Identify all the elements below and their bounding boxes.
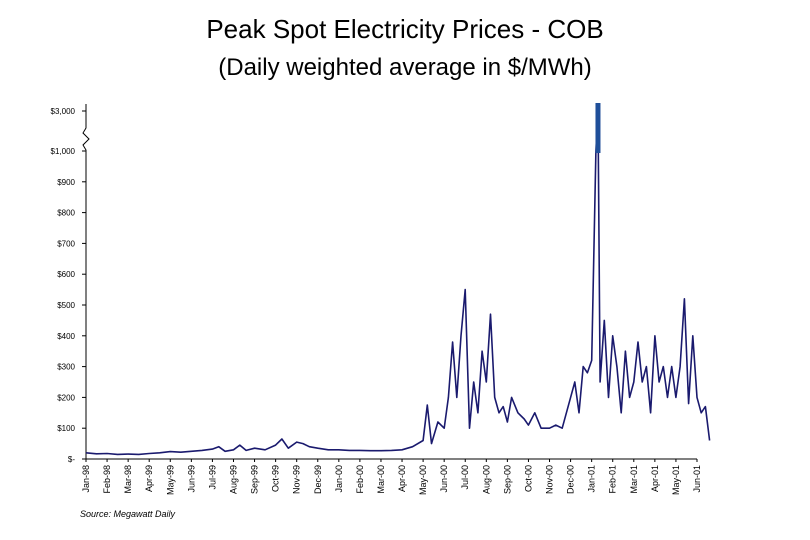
x-tick-label: Oct-00 xyxy=(523,465,533,492)
x-tick-label: Aug-99 xyxy=(228,465,238,494)
y-tick-label: $- xyxy=(68,455,75,464)
y-tick-label: $300 xyxy=(57,363,75,372)
x-tick-label: May-00 xyxy=(418,465,428,495)
y-tick-label: $100 xyxy=(57,424,75,433)
series-line xyxy=(85,110,711,456)
chart-title: Peak Spot Electricity Prices - COB xyxy=(206,14,604,44)
x-tick-label: Apr-01 xyxy=(650,465,660,492)
source-note: Source: Megawatt Daily xyxy=(80,509,176,519)
y-tick-label: $900 xyxy=(57,178,75,187)
x-tick-label: Sep-99 xyxy=(250,465,260,494)
x-tick-label: May-99 xyxy=(165,465,175,495)
x-tick-label: Mar-00 xyxy=(376,465,386,494)
y-tick-label: $700 xyxy=(57,239,75,248)
x-tick-label: Oct-99 xyxy=(271,465,281,492)
x-tick-label: Jan-00 xyxy=(334,465,344,493)
x-tick-label: Apr-00 xyxy=(397,465,407,492)
chart-axes xyxy=(82,104,697,460)
x-tick-label: Feb-98 xyxy=(102,465,112,494)
x-tick-label: Jul-99 xyxy=(207,465,217,490)
x-tick-label: Mar-98 xyxy=(123,465,133,494)
x-tick-label: Nov-99 xyxy=(292,465,302,494)
chart-subtitle: (Daily weighted average in $/MWh) xyxy=(218,54,592,81)
x-tick-label: Dec-99 xyxy=(313,465,323,494)
x-tick-label: Nov-00 xyxy=(545,465,555,494)
x-tick-label: Aug-00 xyxy=(481,465,491,494)
chart-series xyxy=(85,103,711,456)
spike-marker xyxy=(595,103,601,153)
x-tick-label: Jan-98 xyxy=(81,465,91,493)
y-tick-label: $3,000 xyxy=(51,107,76,116)
x-tick-label: Sep-00 xyxy=(502,465,512,494)
y-tick-label: $200 xyxy=(57,393,75,402)
x-tick-label: Jun-01 xyxy=(692,465,702,493)
x-tick-label: Jan-01 xyxy=(587,465,597,493)
x-tick-label: Jul-00 xyxy=(460,465,470,490)
y-tick-label: $600 xyxy=(57,270,75,279)
x-axis-ticks: Jan-98 Feb-98 Mar-98 Apr-99 May-99 Jun-99 Jul-… xyxy=(81,459,702,495)
x-tick-label: Jun-99 xyxy=(186,465,196,493)
y-tick-label: $400 xyxy=(57,332,75,341)
x-tick-label: May-01 xyxy=(671,465,681,495)
y-tick-label: $800 xyxy=(57,209,75,218)
y-tick-label: $1,000 xyxy=(51,147,76,156)
y-tick-label: $500 xyxy=(57,301,75,310)
x-tick-label: Feb-01 xyxy=(608,465,618,494)
x-tick-label: Feb-00 xyxy=(355,465,365,494)
y-axis-break xyxy=(82,104,90,156)
x-tick-label: Apr-99 xyxy=(144,465,154,492)
x-tick-label: Dec-00 xyxy=(566,465,576,494)
y-axis-ticks: $- $100 $200 $300 $400 $500 $600 $700 $800 $900 $1… xyxy=(51,107,86,464)
x-tick-label: Jun-00 xyxy=(439,465,449,493)
x-tick-label: Mar-01 xyxy=(629,465,639,494)
